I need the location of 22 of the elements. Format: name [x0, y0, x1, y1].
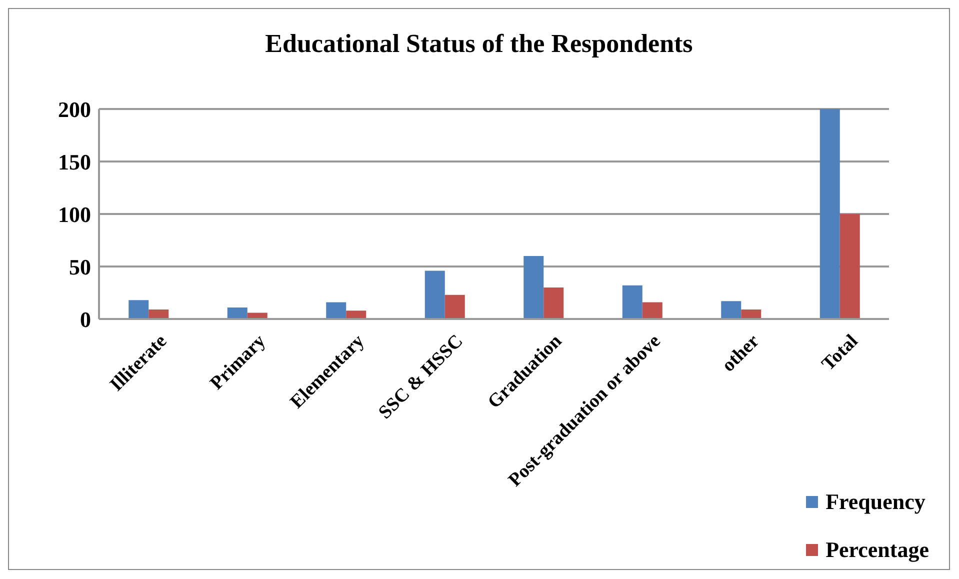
bar: [227, 307, 248, 319]
chart-title: Educational Status of the Respondents: [264, 29, 694, 59]
bar: [840, 214, 860, 319]
bar: [741, 310, 762, 319]
y-tick-label: 0: [80, 306, 91, 332]
bar: [326, 302, 346, 319]
bar: [544, 288, 564, 319]
bar: [424, 270, 445, 319]
bar: [444, 294, 465, 319]
bar: [524, 256, 544, 319]
bar: [721, 301, 742, 319]
bar: [148, 310, 169, 319]
bar: [642, 302, 662, 319]
y-tick-label: 150: [58, 149, 91, 174]
bar: [820, 109, 840, 319]
y-tick-label: 100: [58, 202, 91, 227]
bar: [622, 285, 642, 319]
bar: [128, 300, 149, 319]
y-tick-label: 50: [69, 254, 91, 280]
legend-label: Percentage: [826, 537, 929, 563]
legend-label: Frequency: [826, 489, 926, 515]
y-tick-label: 200: [58, 96, 91, 122]
